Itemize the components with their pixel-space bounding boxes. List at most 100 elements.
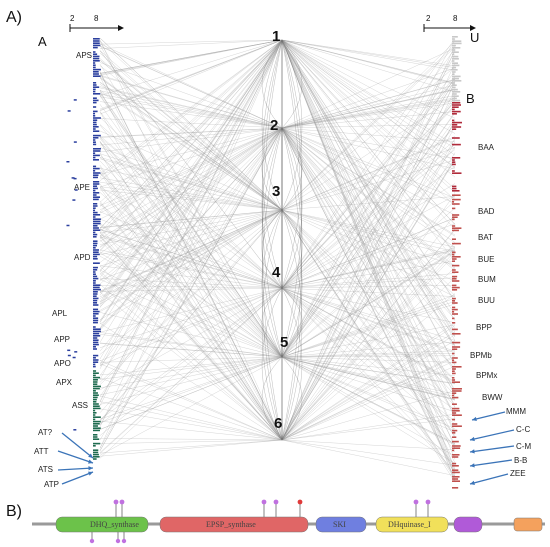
right-bar (452, 110, 461, 113)
edge (261, 39, 283, 289)
right-bar (452, 214, 460, 216)
left-bar (93, 152, 96, 154)
edge (281, 127, 456, 337)
left-bar-outlier (74, 351, 78, 353)
right-bar (452, 359, 455, 361)
edge (99, 356, 283, 389)
left-bar (93, 418, 96, 421)
right-bar (452, 478, 459, 480)
right-bar (452, 60, 455, 62)
edge (99, 39, 283, 304)
right-bar (452, 73, 455, 75)
right-bar (452, 396, 459, 399)
domain-epsp-synthase-label: EPSP_synthase (206, 520, 256, 529)
right-bar (452, 423, 458, 425)
edge (99, 209, 283, 298)
edge (281, 76, 456, 289)
edge (281, 141, 456, 441)
edge (99, 334, 283, 358)
domain-dhq-synthase (55, 516, 149, 533)
edge (99, 39, 283, 203)
left-bar (93, 405, 100, 407)
right-bar (452, 271, 459, 273)
edge (281, 287, 456, 382)
right-bar (452, 432, 456, 434)
edge (99, 111, 283, 441)
left-bar (93, 119, 98, 121)
edge (261, 127, 283, 289)
left-bar (93, 330, 101, 333)
arrow-head-icon (470, 463, 475, 468)
annotation-arrow (61, 471, 94, 485)
left-bar-outlier (73, 141, 77, 143)
left-bar (93, 123, 97, 126)
edge (281, 166, 456, 289)
annotation-arrow (469, 445, 515, 453)
right-bar (452, 403, 457, 405)
node-label-4: 4 (272, 264, 281, 281)
left-bar (93, 453, 99, 456)
edge (99, 234, 283, 289)
right-bar (452, 51, 459, 53)
edge (281, 79, 456, 289)
right-bar (452, 372, 456, 375)
left-bar (93, 302, 98, 304)
left-bar (93, 253, 100, 256)
left-bar (93, 84, 97, 86)
lollipop-head (261, 499, 267, 505)
left-bar (93, 293, 98, 295)
edge (281, 355, 456, 358)
left-bar (93, 220, 101, 223)
edge (281, 152, 456, 441)
left-bar (93, 192, 100, 194)
edge (281, 51, 456, 358)
edge (99, 45, 283, 129)
right-feature-bars (452, 36, 462, 489)
edge (99, 39, 283, 380)
left-bar (93, 172, 101, 174)
edge (99, 53, 283, 211)
edge (281, 200, 456, 358)
left-bar (93, 346, 96, 348)
right-bar (452, 352, 455, 355)
left-bar (93, 335, 101, 337)
right-bar (452, 82, 455, 84)
edge (99, 203, 283, 358)
edge (99, 137, 283, 289)
right-bar (452, 201, 455, 203)
edge (99, 356, 283, 376)
edge (99, 356, 283, 430)
left-bar (93, 359, 99, 361)
edge (99, 39, 283, 76)
right-bar (452, 392, 457, 394)
edge (281, 95, 456, 129)
left-bar (93, 244, 97, 247)
edge (281, 149, 456, 289)
left-side-letter: A (38, 34, 47, 49)
edge (99, 439, 283, 444)
edge (281, 127, 456, 243)
right-bar (452, 333, 461, 335)
edge (281, 67, 456, 129)
right-bar (452, 69, 458, 71)
edge (99, 141, 283, 358)
edge (281, 39, 456, 225)
edge (99, 91, 283, 211)
left-group-labels: APS APE APD APL APP APO APX ASS AT? ATT ATS ATP (34, 51, 92, 489)
right-bar (452, 258, 457, 260)
left-bar (93, 205, 98, 207)
edge (99, 287, 283, 425)
right-bar (452, 269, 456, 271)
edge (99, 50, 283, 211)
edge (261, 39, 283, 211)
left-bar (93, 121, 97, 124)
left-bar (93, 429, 100, 432)
edge (99, 127, 283, 263)
right-bar (452, 447, 461, 449)
edge (99, 84, 283, 211)
edge (281, 137, 456, 211)
right-bar (452, 62, 458, 64)
right-bar (452, 260, 456, 262)
edge (281, 209, 303, 289)
left-bar (93, 376, 101, 379)
